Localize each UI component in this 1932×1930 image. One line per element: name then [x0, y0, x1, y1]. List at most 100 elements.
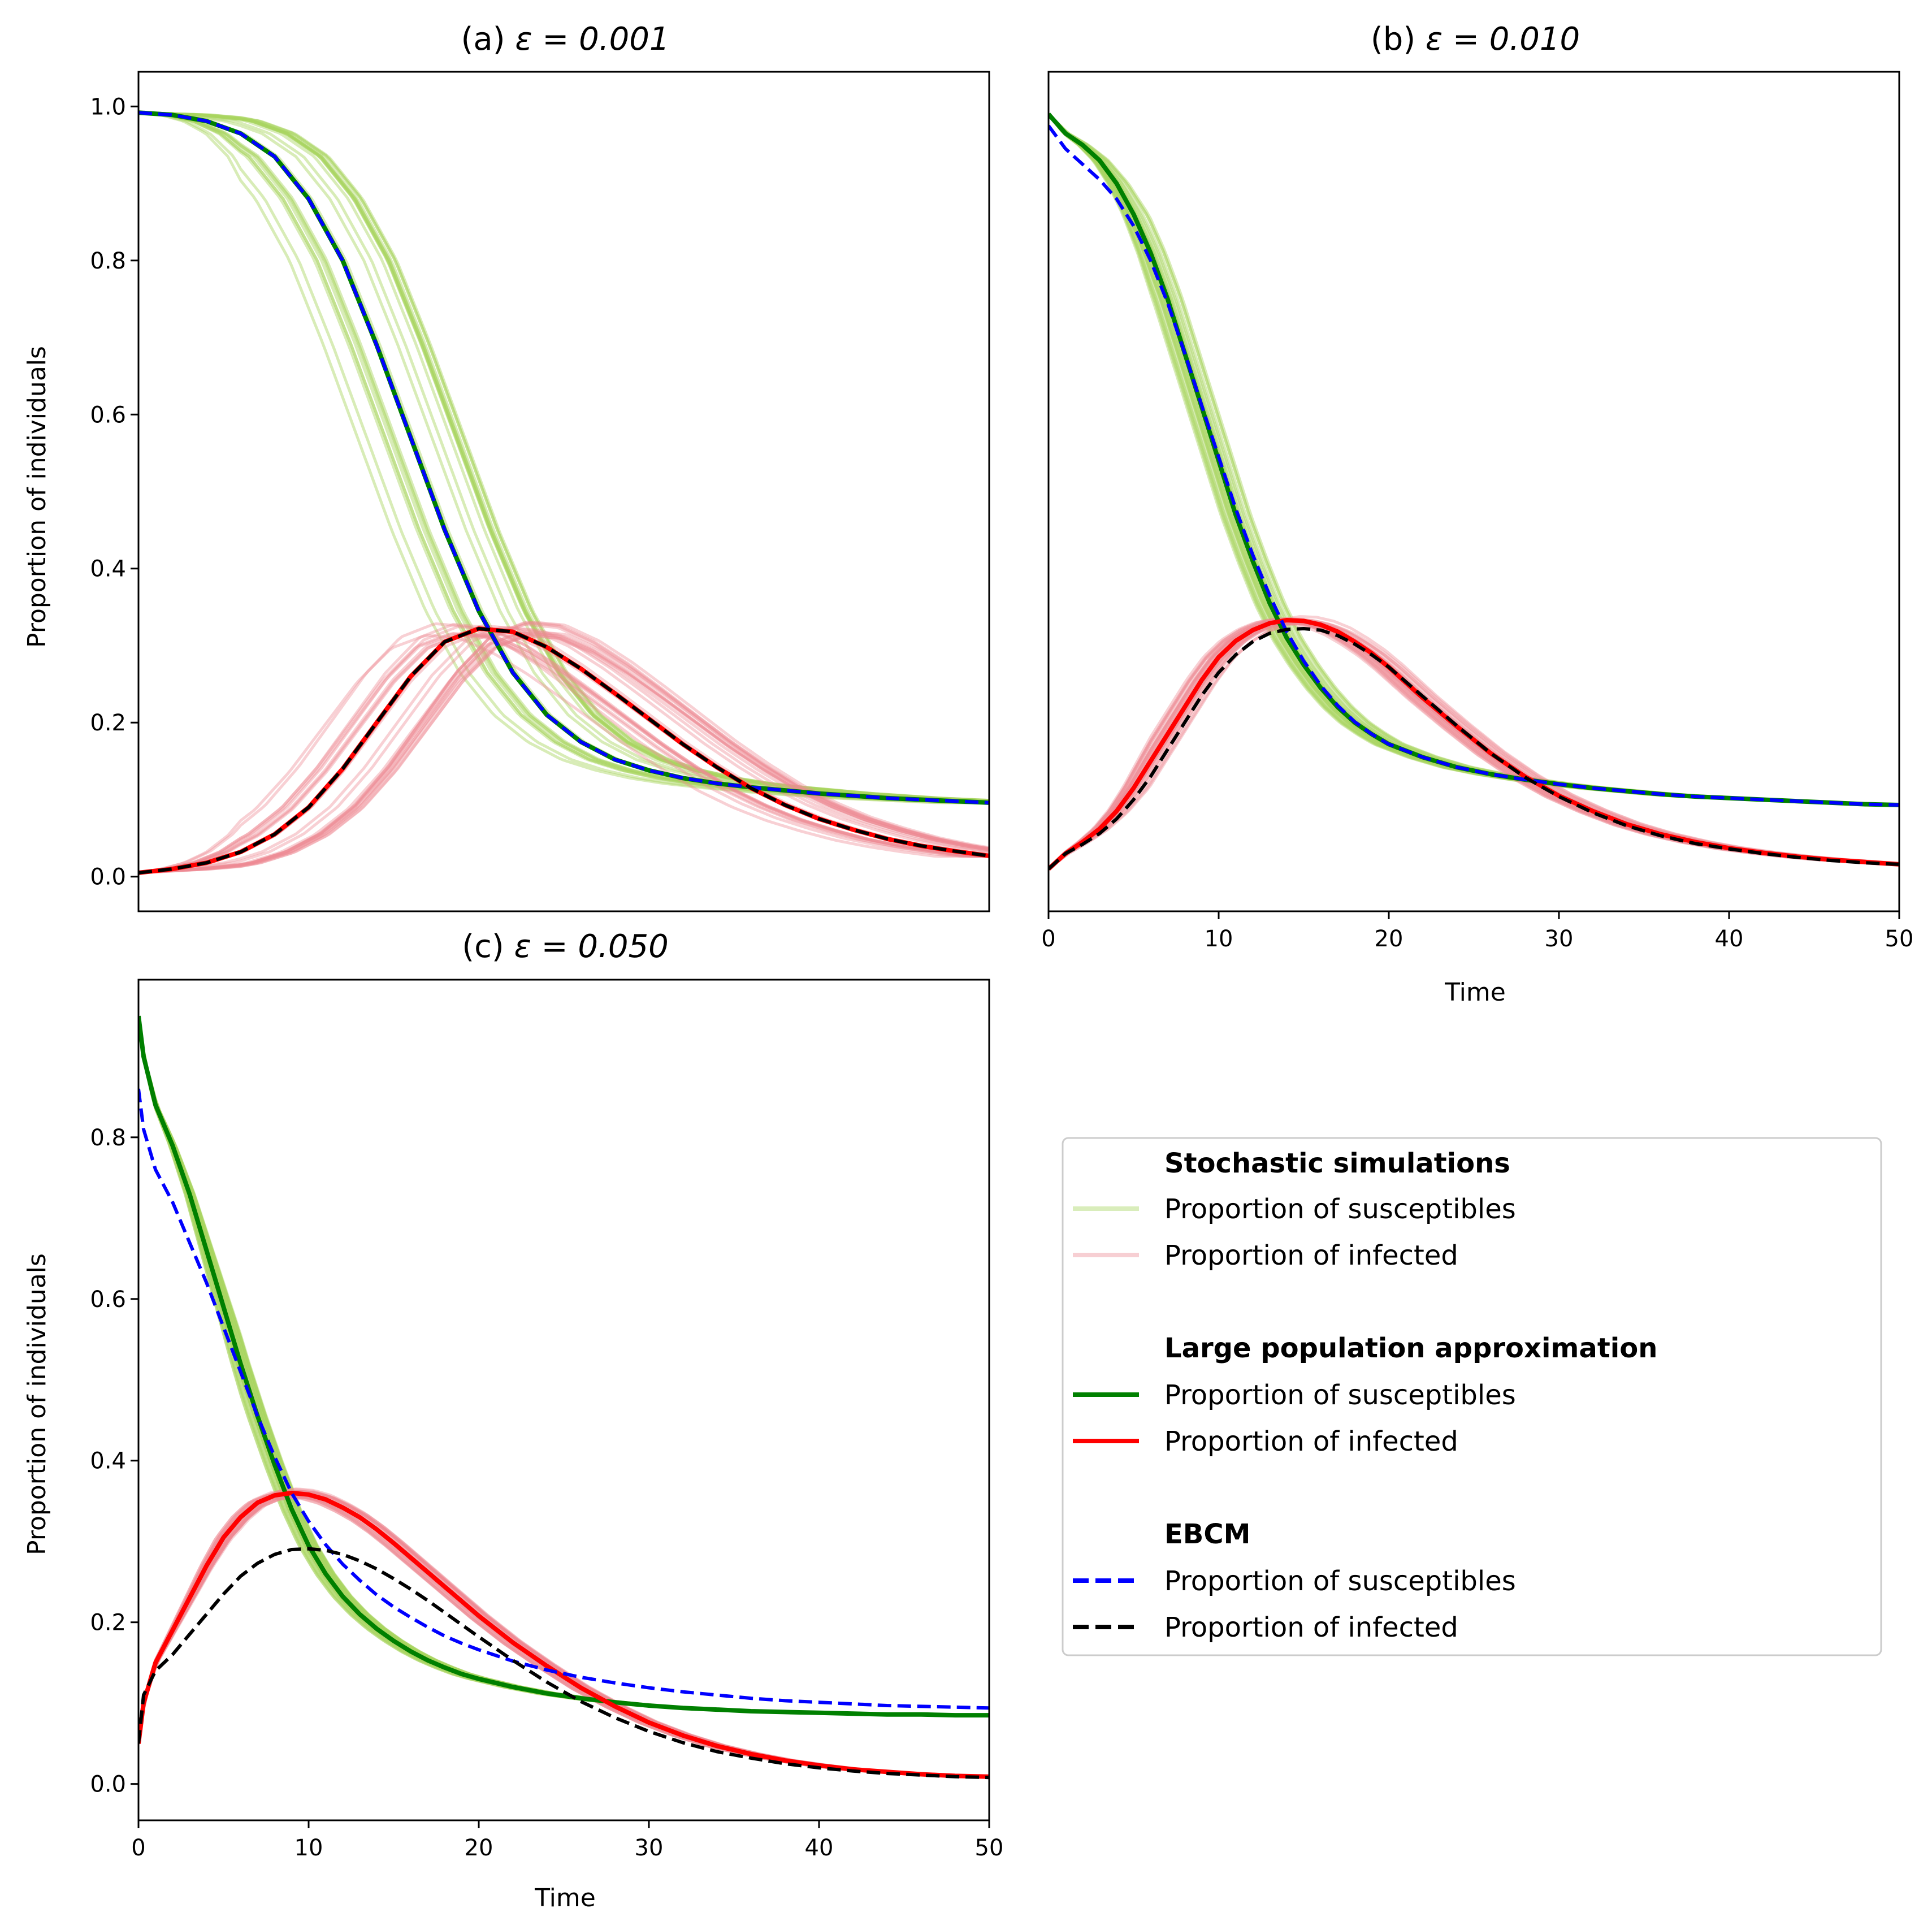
xtick-label: 20: [1375, 926, 1403, 952]
stochastic-infected-run: [138, 631, 989, 875]
panel-b-title-math: ε = 0.010: [1426, 21, 1580, 58]
panel-b-xlabel: Time: [1444, 978, 1506, 1007]
panel-a-title-prefix: (a): [461, 21, 516, 58]
legend-box: [1062, 1137, 1882, 1656]
ytick-label: 0.8: [90, 248, 126, 274]
series-ebcm-infected: [138, 1547, 989, 1780]
stochastic-infected-run: [138, 634, 989, 875]
stochastic-infected-run: [138, 630, 989, 875]
panel-c-plot: 0.0 0.2 0.4 0.6 0.8 0 10 20 30 40 50: [90, 979, 1004, 1861]
panel-c-xlabel: Time: [534, 1884, 596, 1912]
stochastic-infected-run: [138, 630, 989, 875]
legend-heading-lpa: Large population approximation: [1164, 1332, 1657, 1364]
panel-b-lines: [1049, 112, 1899, 871]
xtick-label: 0: [1041, 926, 1055, 952]
ytick-label: 0.0: [90, 1772, 126, 1798]
xtick-label: 30: [635, 1835, 664, 1861]
series-lpa-susceptibles: [138, 1015, 989, 1718]
ytick-label: 0.2: [90, 710, 126, 736]
stochastic-infected-run: [138, 622, 989, 875]
legend: Stochastic simulations Proportion of sus…: [1062, 1137, 1882, 1656]
series-ebcm-infected: [1049, 627, 1899, 871]
stochastic-susceptibles-run: [138, 111, 989, 802]
panel-c-lines: [138, 1015, 989, 1780]
panel-c-title: (c) ε = 0.050: [462, 928, 668, 965]
panel-a-title: (a) ε = 0.001: [461, 21, 670, 58]
stochastic-infected-run: [138, 631, 989, 875]
stochastic-infected-run: [138, 626, 989, 875]
series-ebcm-susceptibles: [1049, 124, 1899, 807]
stochastic-susceptibles-run: [138, 111, 989, 802]
stochastic-infected-run: [138, 632, 989, 875]
stochastic-infected-run: [138, 633, 989, 875]
panel-a-title-math: ε = 0.001: [515, 21, 669, 58]
stochastic-infected-run: [138, 631, 989, 875]
panel-c: (c) ε = 0.050 Proportion of individuals …: [23, 928, 1003, 1912]
series-ebcm-susceptibles: [138, 1088, 989, 1710]
xtick-label: 0: [131, 1835, 145, 1861]
stochastic-infected-run: [138, 632, 989, 875]
ytick-label: 1.0: [90, 94, 126, 120]
xtick-label: 40: [805, 1835, 834, 1861]
panel-a-frame: [137, 71, 990, 912]
panel-a-lines: [138, 110, 989, 875]
stochastic-infected-run: [138, 626, 989, 875]
legend-heading-ebcm: EBCM: [1164, 1518, 1250, 1550]
stochastic-susceptibles-run: [138, 111, 989, 802]
panel-b-frame: [1047, 71, 1900, 912]
stochastic-susceptibles-run: [138, 111, 989, 804]
stochastic-infected-run: [138, 634, 989, 875]
legend-label-ebcm-infected: Proportion of infected: [1164, 1612, 1458, 1643]
legend-label-ebcm-susceptibles: Proportion of susceptibles: [1164, 1565, 1516, 1597]
legend-heading-stochastic: Stochastic simulations: [1164, 1148, 1510, 1179]
ytick-label: 0.2: [90, 1610, 126, 1636]
stochastic-infected-run: [138, 622, 989, 875]
stochastic-susceptibles-run: [138, 111, 989, 802]
xtick-label: 50: [975, 1835, 1004, 1861]
stochastic-infected-run: [138, 625, 989, 875]
stochastic-susceptibles-run: [138, 111, 989, 802]
series-ebcm-infected: [138, 627, 989, 875]
ytick-label: 0.6: [90, 1287, 126, 1313]
stochastic-infected-run: [138, 621, 989, 875]
legend-label-lpa-infected: Proportion of infected: [1164, 1426, 1458, 1457]
stochastic-infected-run: [138, 621, 989, 875]
panel-c-ylabel: Proportion of individuals: [23, 1253, 51, 1555]
stochastic-infected-run: [138, 634, 989, 875]
panel-b-title-prefix: (b): [1371, 21, 1426, 58]
stochastic-infected-run: [138, 623, 989, 875]
ytick-label: 0.8: [90, 1125, 126, 1151]
stochastic-susceptibles-run: [138, 111, 989, 802]
panel-a: (a) ε = 0.001 Proportion of individuals …: [23, 21, 990, 912]
ytick-label: 0.0: [90, 864, 126, 890]
stochastic-infected-run: [138, 633, 989, 875]
legend-label-lpa-susceptibles: Proportion of susceptibles: [1164, 1379, 1516, 1411]
xtick-label: 10: [1205, 926, 1233, 952]
xtick-label: 10: [294, 1835, 323, 1861]
panel-b-title: (b) ε = 0.010: [1371, 21, 1580, 58]
xtick-label: 40: [1715, 926, 1744, 952]
panel-a-ylabel: Proportion of individuals: [23, 346, 51, 648]
ytick-label: 0.4: [90, 556, 126, 582]
panel-a-plot: 0.0 0.2 0.4 0.6 0.8 1.0: [90, 71, 990, 912]
legend-label-stoch-susceptibles: Proportion of susceptibles: [1164, 1193, 1516, 1225]
panel-c-title-math: ε = 0.050: [514, 928, 669, 965]
stochastic-susceptibles-run: [138, 111, 989, 802]
xtick-label: 50: [1885, 926, 1914, 952]
panel-c-title-prefix: (c): [462, 928, 514, 965]
stochastic-susceptibles-run: [138, 111, 989, 802]
xtick-label: 30: [1545, 926, 1574, 952]
stochastic-susceptibles-run: [138, 111, 989, 802]
panel-c-frame: [137, 979, 990, 1821]
stochastic-susceptibles-run: [138, 111, 989, 803]
stochastic-infected-run: [138, 621, 989, 875]
legend-label-stoch-infected: Proportion of infected: [1164, 1240, 1458, 1271]
stochastic-susceptibles-run: [138, 111, 989, 804]
stochastic-infected-run: [138, 634, 989, 875]
ytick-label: 0.6: [90, 402, 126, 428]
series-ebcm-susceptibles: [138, 111, 989, 804]
panel-b-plot: 0 10 20 30 40 50: [1041, 71, 1914, 952]
ytick-label: 0.4: [90, 1448, 126, 1474]
stochastic-infected: [138, 621, 989, 875]
